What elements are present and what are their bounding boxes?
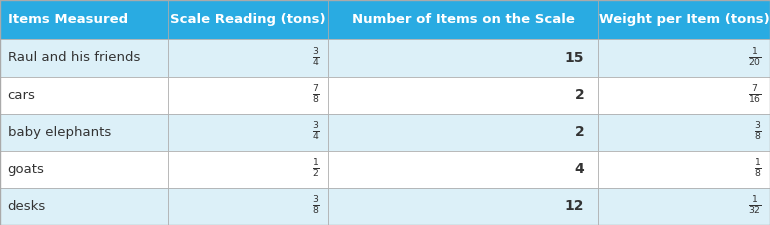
- Text: goats: goats: [8, 163, 45, 176]
- Text: $\frac{1}{2}$: $\frac{1}{2}$: [313, 158, 320, 180]
- Text: cars: cars: [8, 89, 35, 101]
- Bar: [168, 151, 328, 188]
- Text: 2: 2: [574, 88, 584, 102]
- Text: Scale Reading (tons): Scale Reading (tons): [170, 13, 326, 26]
- Bar: [328, 114, 598, 151]
- Text: $\frac{3}{4}$: $\frac{3}{4}$: [313, 121, 320, 143]
- Text: $\frac{3}{8}$: $\frac{3}{8}$: [313, 195, 320, 218]
- Text: $\frac{1}{20}$: $\frac{1}{20}$: [748, 47, 762, 69]
- Bar: [0, 39, 168, 76]
- Text: 2: 2: [574, 125, 584, 139]
- Bar: [598, 151, 770, 188]
- Bar: [598, 188, 770, 225]
- Text: Items Measured: Items Measured: [8, 13, 128, 26]
- Text: Weight per Item (tons): Weight per Item (tons): [598, 13, 769, 26]
- Text: baby elephants: baby elephants: [8, 126, 111, 139]
- Text: Number of Items on the Scale: Number of Items on the Scale: [352, 13, 574, 26]
- Bar: [0, 76, 168, 114]
- Text: 4: 4: [574, 162, 584, 176]
- Bar: [328, 188, 598, 225]
- Bar: [0, 114, 168, 151]
- Text: $\frac{1}{8}$: $\frac{1}{8}$: [755, 158, 762, 180]
- Text: 12: 12: [564, 199, 584, 214]
- Text: 15: 15: [564, 51, 584, 65]
- Bar: [0, 188, 168, 225]
- Bar: [328, 76, 598, 114]
- Text: Raul and his friends: Raul and his friends: [8, 52, 140, 64]
- Bar: [168, 188, 328, 225]
- Bar: [168, 0, 328, 39]
- Bar: [0, 0, 168, 39]
- Bar: [168, 114, 328, 151]
- Bar: [168, 39, 328, 76]
- Text: desks: desks: [8, 200, 46, 213]
- Text: $\frac{1}{32}$: $\frac{1}{32}$: [748, 195, 762, 218]
- Text: $\frac{7}{8}$: $\frac{7}{8}$: [313, 84, 320, 106]
- Text: $\frac{7}{16}$: $\frac{7}{16}$: [748, 84, 762, 106]
- Bar: [328, 151, 598, 188]
- Bar: [168, 76, 328, 114]
- Bar: [328, 0, 598, 39]
- Text: $\frac{3}{4}$: $\frac{3}{4}$: [313, 47, 320, 69]
- Bar: [598, 39, 770, 76]
- Bar: [328, 39, 598, 76]
- Bar: [598, 114, 770, 151]
- Bar: [0, 151, 168, 188]
- Bar: [598, 76, 770, 114]
- Text: $\frac{3}{8}$: $\frac{3}{8}$: [755, 121, 762, 143]
- Bar: [598, 0, 770, 39]
